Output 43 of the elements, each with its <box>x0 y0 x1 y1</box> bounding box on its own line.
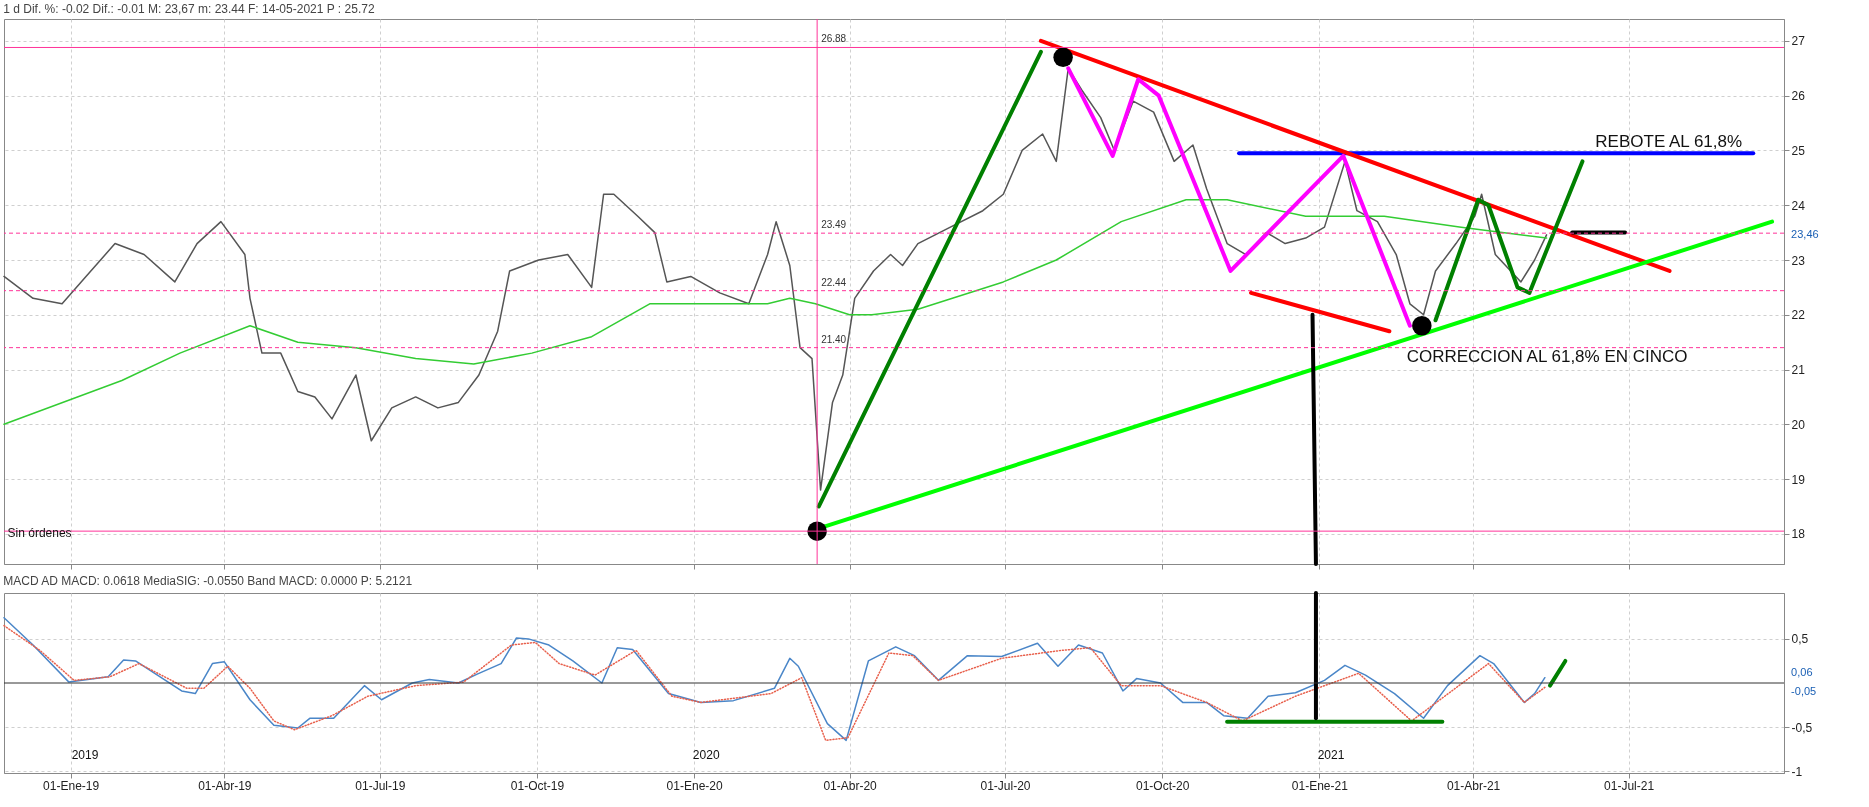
annotation: 2020 <box>692 748 720 762</box>
y-tick-label: 24 <box>1791 198 1806 213</box>
x-tick-label: 01-Ene-20 <box>666 778 723 793</box>
annotation: Sin órdenes <box>7 526 72 541</box>
annotation: CORRECCION AL 61,8% EN CINCO <box>1406 346 1688 366</box>
annotation: REBOTE AL 61,8% <box>1595 132 1743 152</box>
x-tick-label: 01-Ene-21 <box>1291 778 1349 793</box>
ref-line-label: 23.49 <box>821 219 847 231</box>
text: 23,46 <box>1791 227 1819 240</box>
ref-line-label: 21.40 <box>821 333 847 345</box>
y-tick-label: -0,5 <box>1791 720 1813 735</box>
chart-title: 1 d Dif. %: -0.02 Dif.: -0.01 M: 23,67 m: 23.44 F: 14-05-2021 P : 25.72 <box>3 1 375 16</box>
text: 0,06 <box>1791 665 1813 678</box>
y-tick-label: 0,5 <box>1791 632 1809 647</box>
x-tick-label: 01-Ene-19 <box>43 778 100 793</box>
x-tick-label: 01-Jul-21 <box>1604 778 1655 793</box>
y-tick-label: 23 <box>1791 253 1806 268</box>
text: -0,05 <box>1791 684 1817 697</box>
ref-line-label: 22.44 <box>821 276 847 288</box>
y-tick-label: 21 <box>1791 363 1806 378</box>
y-tick-label: 27 <box>1791 34 1806 49</box>
line-series <box>1433 159 1585 323</box>
chart-title: MACD AD MACD: 0.0618 MediaSIG: -0.0550 Band MACD: 0.0000 P: 5.2121 <box>3 574 413 588</box>
y-tick-label: 25 <box>1791 143 1806 158</box>
y-tick-label: 22 <box>1791 308 1806 323</box>
y-tick-label: 20 <box>1791 417 1806 432</box>
y-tick-label: 26 <box>1791 89 1806 104</box>
y-tick-label: 18 <box>1791 527 1806 542</box>
x-tick-label: 01-Oct-19 <box>510 778 565 793</box>
y-tick-label: 19 <box>1791 472 1806 487</box>
x-tick-label: 01-Abr-19 <box>198 778 252 793</box>
annotation: 2019 <box>71 748 99 762</box>
line-series <box>3 199 1548 426</box>
point <box>1412 316 1432 336</box>
x-tick-label: 01-Jul-20 <box>980 778 1031 793</box>
x-tick-label: 01-Jul-19 <box>355 778 406 793</box>
x-tick-label: 01-Abr-21 <box>1446 778 1501 793</box>
point <box>1053 47 1073 68</box>
ref-line-label: 26.88 <box>821 33 847 45</box>
y-tick-label: -1 <box>1791 764 1803 779</box>
x-tick-label: 01-Oct-20 <box>1136 778 1190 793</box>
x-tick-label: 01-Abr-20 <box>823 778 878 793</box>
annotation: 2021 <box>1317 748 1345 762</box>
